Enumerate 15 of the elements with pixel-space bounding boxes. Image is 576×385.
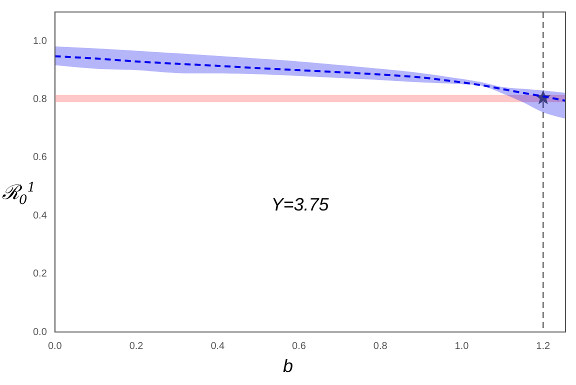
y-tick-label: 0.8 (32, 94, 48, 106)
x-tick-label: 1.0 (454, 340, 470, 352)
y-tick-label: 0.4 (32, 210, 48, 222)
annotation: Y=3.75 (271, 194, 330, 214)
x-tick-label: 0.8 (373, 340, 388, 352)
y-tick-label: 0.0 (32, 326, 48, 338)
y-tick-label: 0.2 (32, 268, 48, 280)
y-tick-label: 0.6 (32, 152, 48, 164)
x-axis-title: b (282, 356, 294, 377)
x-tick-label: 0.0 (48, 340, 62, 352)
x-tick-label: 0.2 (129, 340, 144, 352)
x-tick-label: 0.4 (210, 340, 226, 352)
y-tick-label: 1.0 (32, 36, 48, 47)
x-tick-label: 0.6 (292, 340, 306, 352)
x-tick-label: 1.2 (536, 340, 551, 352)
